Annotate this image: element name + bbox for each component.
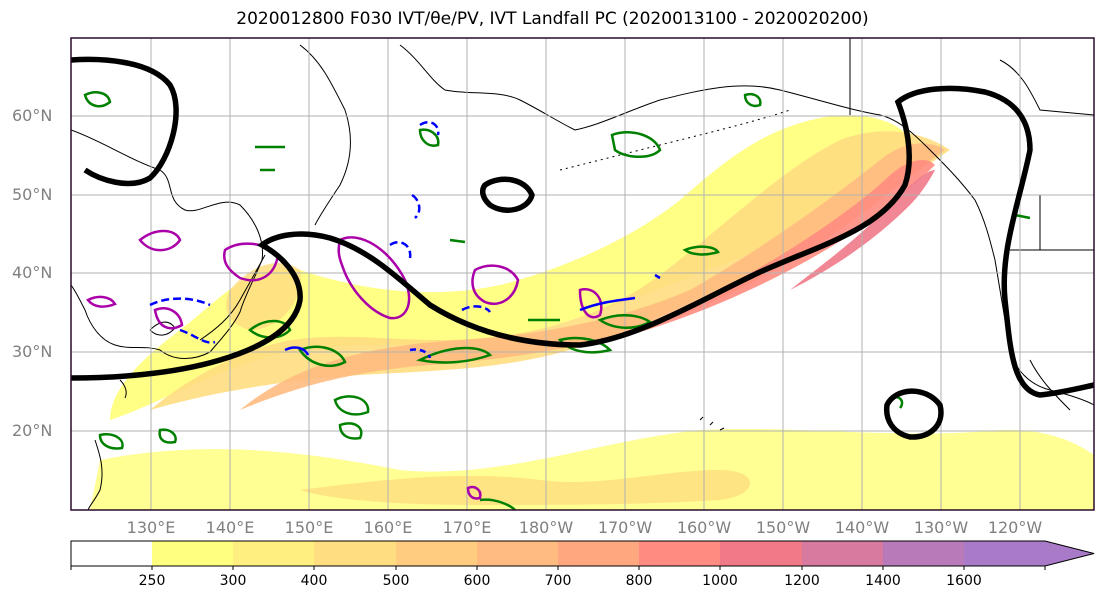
colorbar-segment: [396, 541, 477, 566]
colorbar-tick-label: 400: [300, 573, 328, 589]
colorbar-segment: [314, 541, 396, 566]
colorbar-tick-label: 600: [463, 573, 491, 589]
colorbar-tick-label: 1400: [865, 573, 901, 589]
lon-label: 160°W: [676, 518, 732, 537]
lon-label: 140°E: [205, 518, 255, 537]
colorbar-segment: [639, 541, 720, 566]
lon-label: 170°W: [597, 518, 653, 537]
colorbar-tick-label: 700: [544, 573, 572, 589]
lat-label: 30°N: [12, 342, 53, 361]
colorbar-extend-arrow: [964, 541, 1094, 566]
theta-e-contours: [83, 91, 1031, 510]
lon-label: 130°W: [913, 518, 969, 537]
map-title: 2020012800 F030 IVT/θe/PV, IVT Landfall …: [236, 9, 869, 29]
lat-label: 40°N: [12, 263, 53, 282]
colorbar-segment: [558, 541, 639, 566]
colorbar-tick-label: 300: [219, 573, 247, 589]
colorbar-tick-label: 250: [138, 573, 166, 589]
lon-label: 170°E: [442, 518, 492, 537]
ivt-landfall-pc-contours: [71, 56, 1094, 440]
colorbar-tick-label: 1200: [784, 573, 820, 589]
colorbar-segment: [883, 541, 964, 566]
lat-label: 20°N: [12, 421, 53, 440]
lon-label: 140°W: [834, 518, 890, 537]
colorbar-segment: [233, 541, 314, 566]
colorbar-tick-label: 1000: [702, 573, 738, 589]
map-frame: [70, 37, 1095, 511]
lat-label: 50°N: [12, 185, 53, 204]
colorbar-tick-label: 1600: [946, 573, 982, 589]
lon-label: 120°W: [987, 518, 1043, 537]
ivt-shading: [90, 115, 1094, 510]
lat-label: 60°N: [12, 106, 53, 125]
lon-label: 160°E: [363, 518, 413, 537]
lon-label: 130°E: [126, 518, 176, 537]
colorbar-tick-label: 800: [625, 573, 653, 589]
colorbar-segment: [802, 541, 883, 566]
lon-label: 150°W: [755, 518, 811, 537]
pv-contours: [86, 120, 661, 500]
lon-label: 180°W: [518, 518, 574, 537]
colorbar-segment: [720, 541, 802, 566]
colorbar-segment: [477, 541, 558, 566]
colorbar: [70, 540, 1095, 570]
lon-label: 150°E: [284, 518, 334, 537]
colorbar-segment: [71, 541, 152, 566]
colorbar-tick-label: 500: [382, 573, 410, 589]
colorbar-segment: [152, 541, 233, 566]
